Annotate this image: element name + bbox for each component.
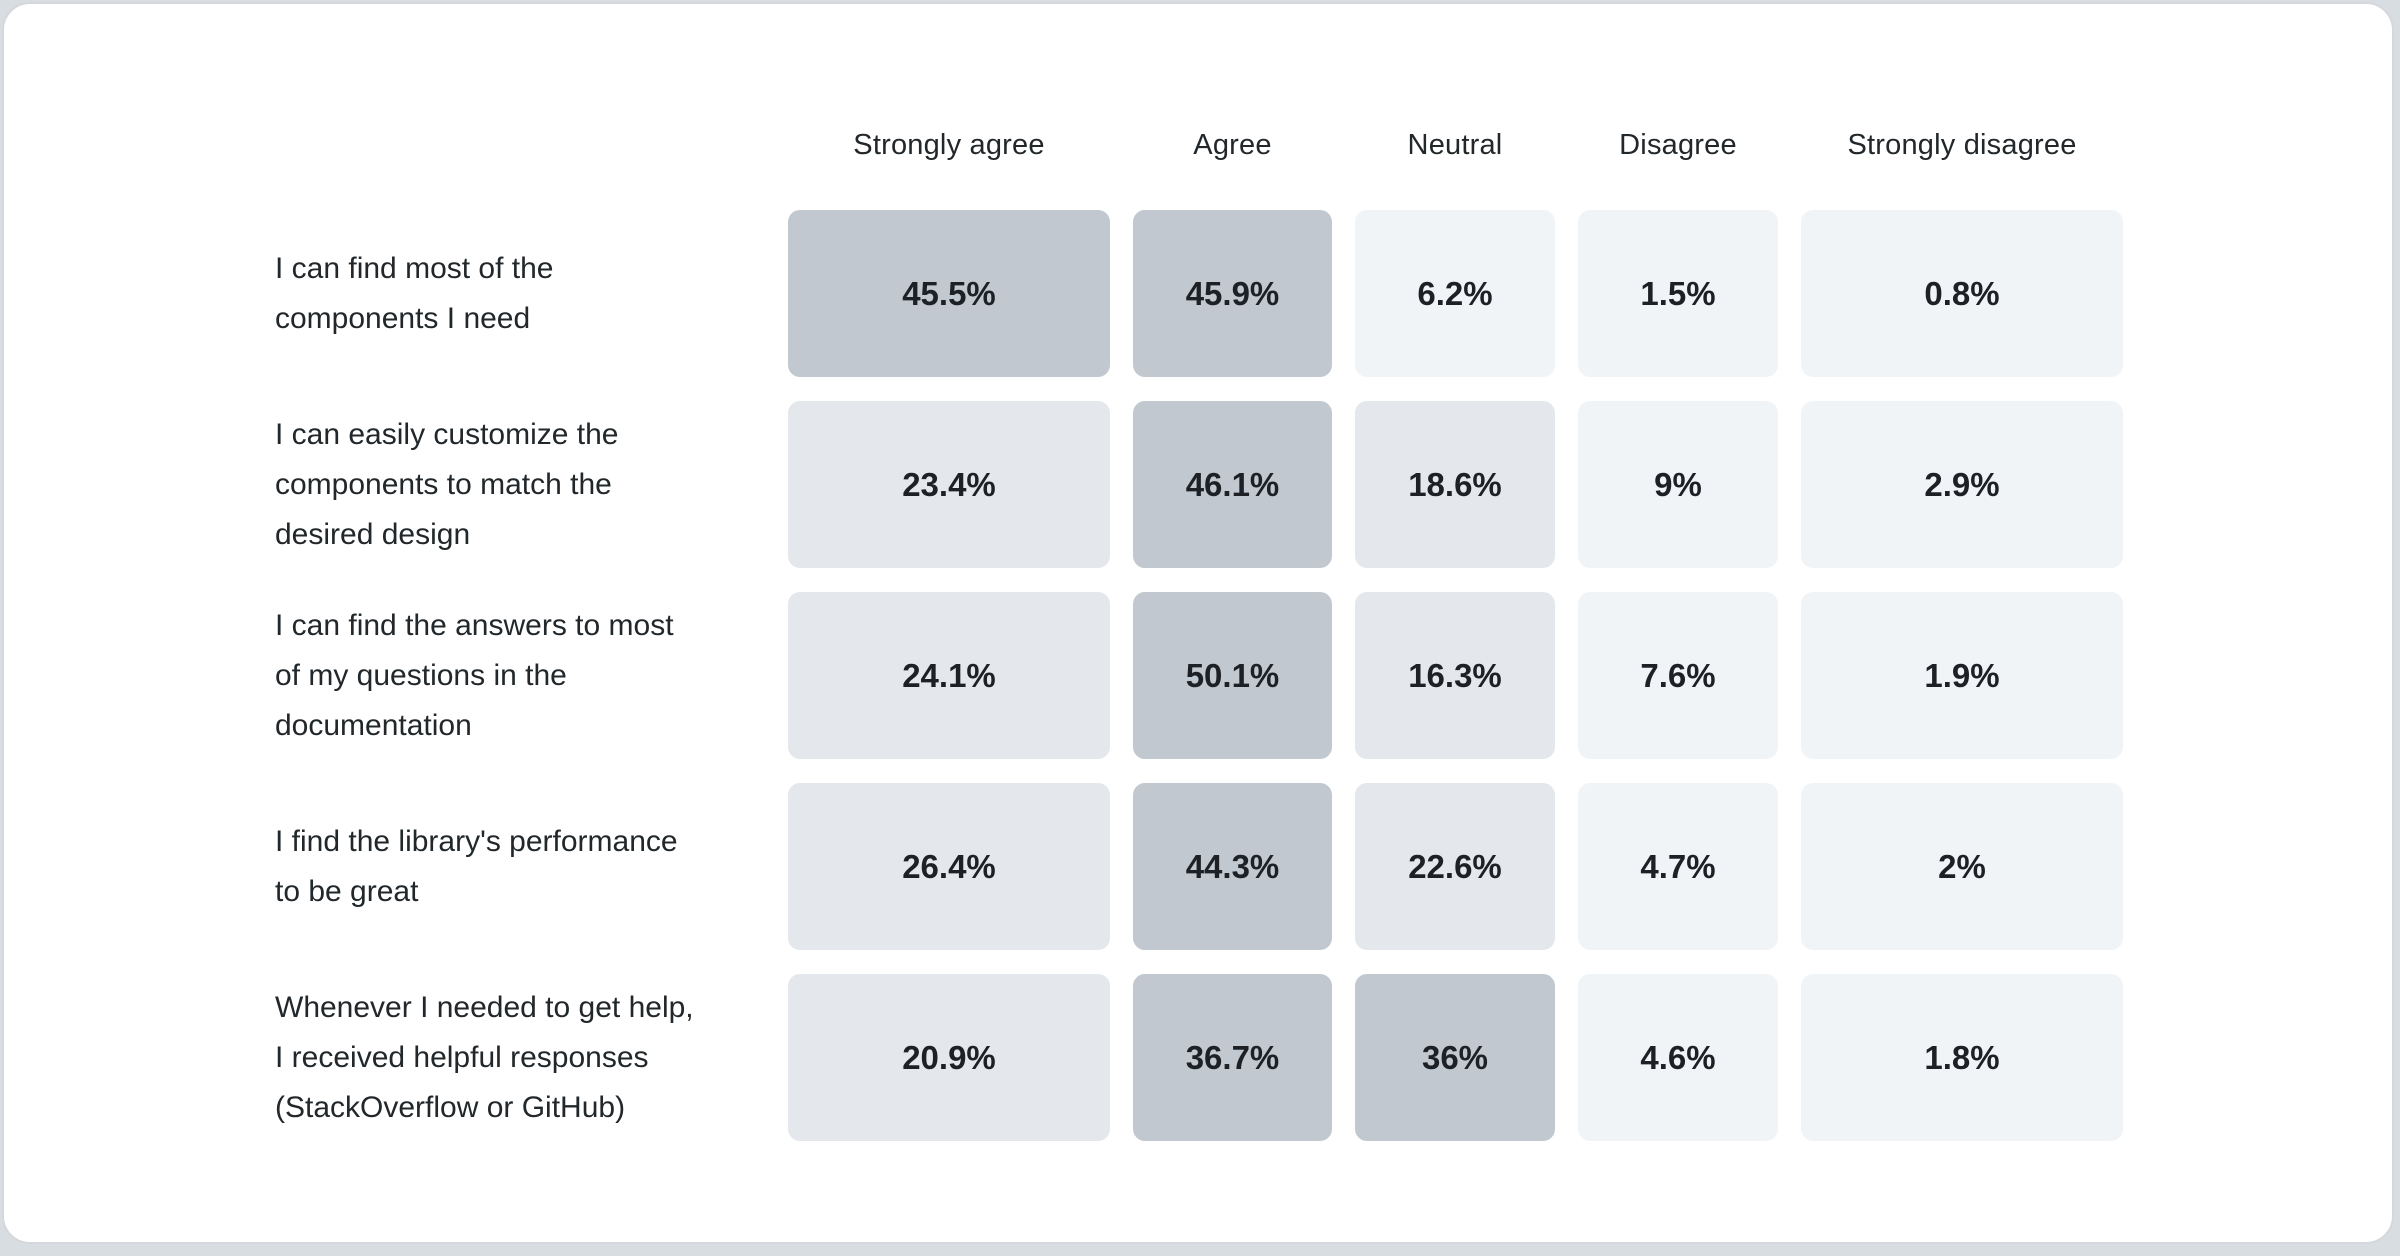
row-label: I find the library's performance to be gr… — [275, 783, 765, 950]
heatmap-cell: 36% — [1355, 974, 1555, 1141]
row-label-line: components I need — [275, 301, 531, 335]
heatmap-cell: 20.9% — [788, 974, 1110, 1141]
heatmap-cell: 16.3% — [1355, 592, 1555, 759]
row-label-line: I received helpful responses — [275, 1040, 649, 1074]
row-label: Whenever I needed to get help, I received… — [275, 974, 765, 1141]
row-label-line: of my questions in the — [275, 658, 567, 692]
heatmap-cell: 2% — [1801, 783, 2123, 950]
row-label-line: to be great — [275, 874, 419, 908]
row-label-line: I can find the answers to most — [275, 608, 674, 642]
heatmap-cell: 22.6% — [1355, 783, 1555, 950]
row-label-line: (StackOverflow or GitHub) — [275, 1090, 626, 1124]
heatmap-cell: 26.4% — [788, 783, 1110, 950]
heatmap-cell: 2.9% — [1801, 401, 2123, 568]
corner-spacer — [275, 105, 765, 186]
heatmap-cell: 4.6% — [1578, 974, 1778, 1141]
heatmap-cell: 50.1% — [1133, 592, 1332, 759]
row-label-line: desired design — [275, 517, 471, 551]
heatmap-cell: 1.9% — [1801, 592, 2123, 759]
heatmap-cell: 45.5% — [788, 210, 1110, 377]
heatmap-cell: 23.4% — [788, 401, 1110, 568]
heatmap-cell: 1.8% — [1801, 974, 2123, 1141]
column-header: Neutral — [1407, 129, 1503, 161]
column-header: Strongly agree — [853, 129, 1045, 161]
row-label: I can easily customize the components to … — [275, 401, 765, 568]
heatmap-cell: 0.8% — [1801, 210, 2123, 377]
heatmap-cell: 45.9% — [1133, 210, 1332, 377]
row-label-line: I find the library's performance — [275, 824, 678, 858]
row-label: I can find the answers to most of my ques… — [275, 592, 765, 759]
heatmap-cell: 24.1% — [788, 592, 1110, 759]
survey-heatmap: Strongly agree Agree Neutral Disagree Strong… — [275, 105, 2123, 1141]
row-label-line: I can easily customize the — [275, 417, 619, 451]
column-header: Strongly disagree — [1847, 129, 2077, 161]
heatmap-cell: 44.3% — [1133, 783, 1332, 950]
heatmap-cell: 1.5% — [1578, 210, 1778, 377]
row-label-line: components to match the — [275, 467, 612, 501]
heatmap-cell: 9% — [1578, 401, 1778, 568]
heatmap-cell: 46.1% — [1133, 401, 1332, 568]
heatmap-cell: 36.7% — [1133, 974, 1332, 1141]
row-label-line: Whenever I needed to get help, — [275, 990, 694, 1024]
heatmap-cell: 7.6% — [1578, 592, 1778, 759]
row-label-line: documentation — [275, 708, 472, 742]
heatmap-cell: 6.2% — [1355, 210, 1555, 377]
heatmap-cell: 4.7% — [1578, 783, 1778, 950]
column-header: Disagree — [1619, 129, 1737, 161]
heatmap-cell: 18.6% — [1355, 401, 1555, 568]
row-label: I can find most of the components I need — [275, 210, 765, 377]
column-header: Agree — [1193, 129, 1272, 161]
row-label-line: I can find most of the — [275, 251, 554, 285]
